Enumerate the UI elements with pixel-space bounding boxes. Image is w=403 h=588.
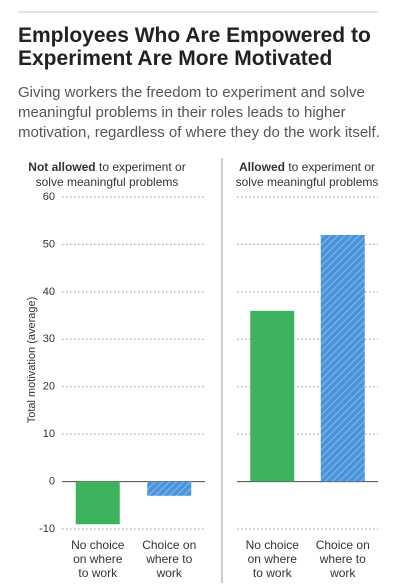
category-text: Choice on where to work — [315, 538, 370, 580]
bar — [320, 234, 365, 482]
y-tick-label: 60 — [43, 191, 55, 203]
x-tick-label: No choice on where to work — [242, 538, 302, 580]
y-tick-label: 30 — [43, 333, 55, 345]
y-tick-label: 20 — [43, 381, 55, 393]
x-tick-label: Choice on where to work — [313, 538, 373, 580]
x-tick-label: No choice on where to work — [68, 538, 128, 580]
panel-heading: Not allowed to experiment or solve meani… — [14, 160, 200, 190]
y-axis-label: Total motivation (average) — [26, 297, 38, 424]
panel-heading-bold: Not allowed — [28, 160, 96, 174]
panel-heading-rest: to experiment or solve meaningful proble… — [35, 160, 186, 189]
bar — [75, 481, 120, 525]
category-text: No choice on where to work — [245, 538, 299, 580]
chart-subtitle: Giving workers the freedom to experiment… — [18, 84, 380, 141]
y-tick-label: 40 — [43, 286, 55, 298]
panel-heading: Allowed to experiment or solve meaningfu… — [232, 160, 382, 190]
category-text: No choice on where to work — [71, 538, 125, 580]
panel-heading-rest: to experiment or solve meaningful proble… — [235, 160, 379, 189]
bar — [250, 310, 295, 482]
category-text: Choice on where to work — [142, 538, 197, 580]
bar — [147, 481, 192, 496]
x-tick-label: Choice on where to work — [139, 538, 199, 580]
y-tick-label: 0 — [49, 475, 55, 487]
y-tick-label: -10 — [39, 523, 55, 535]
chart-title: Employees Who Are Empowered to Experimen… — [18, 24, 371, 70]
y-tick-label: 10 — [43, 428, 55, 440]
y-tick-label: 50 — [43, 238, 55, 250]
panel-heading-bold: Allowed — [238, 160, 285, 174]
